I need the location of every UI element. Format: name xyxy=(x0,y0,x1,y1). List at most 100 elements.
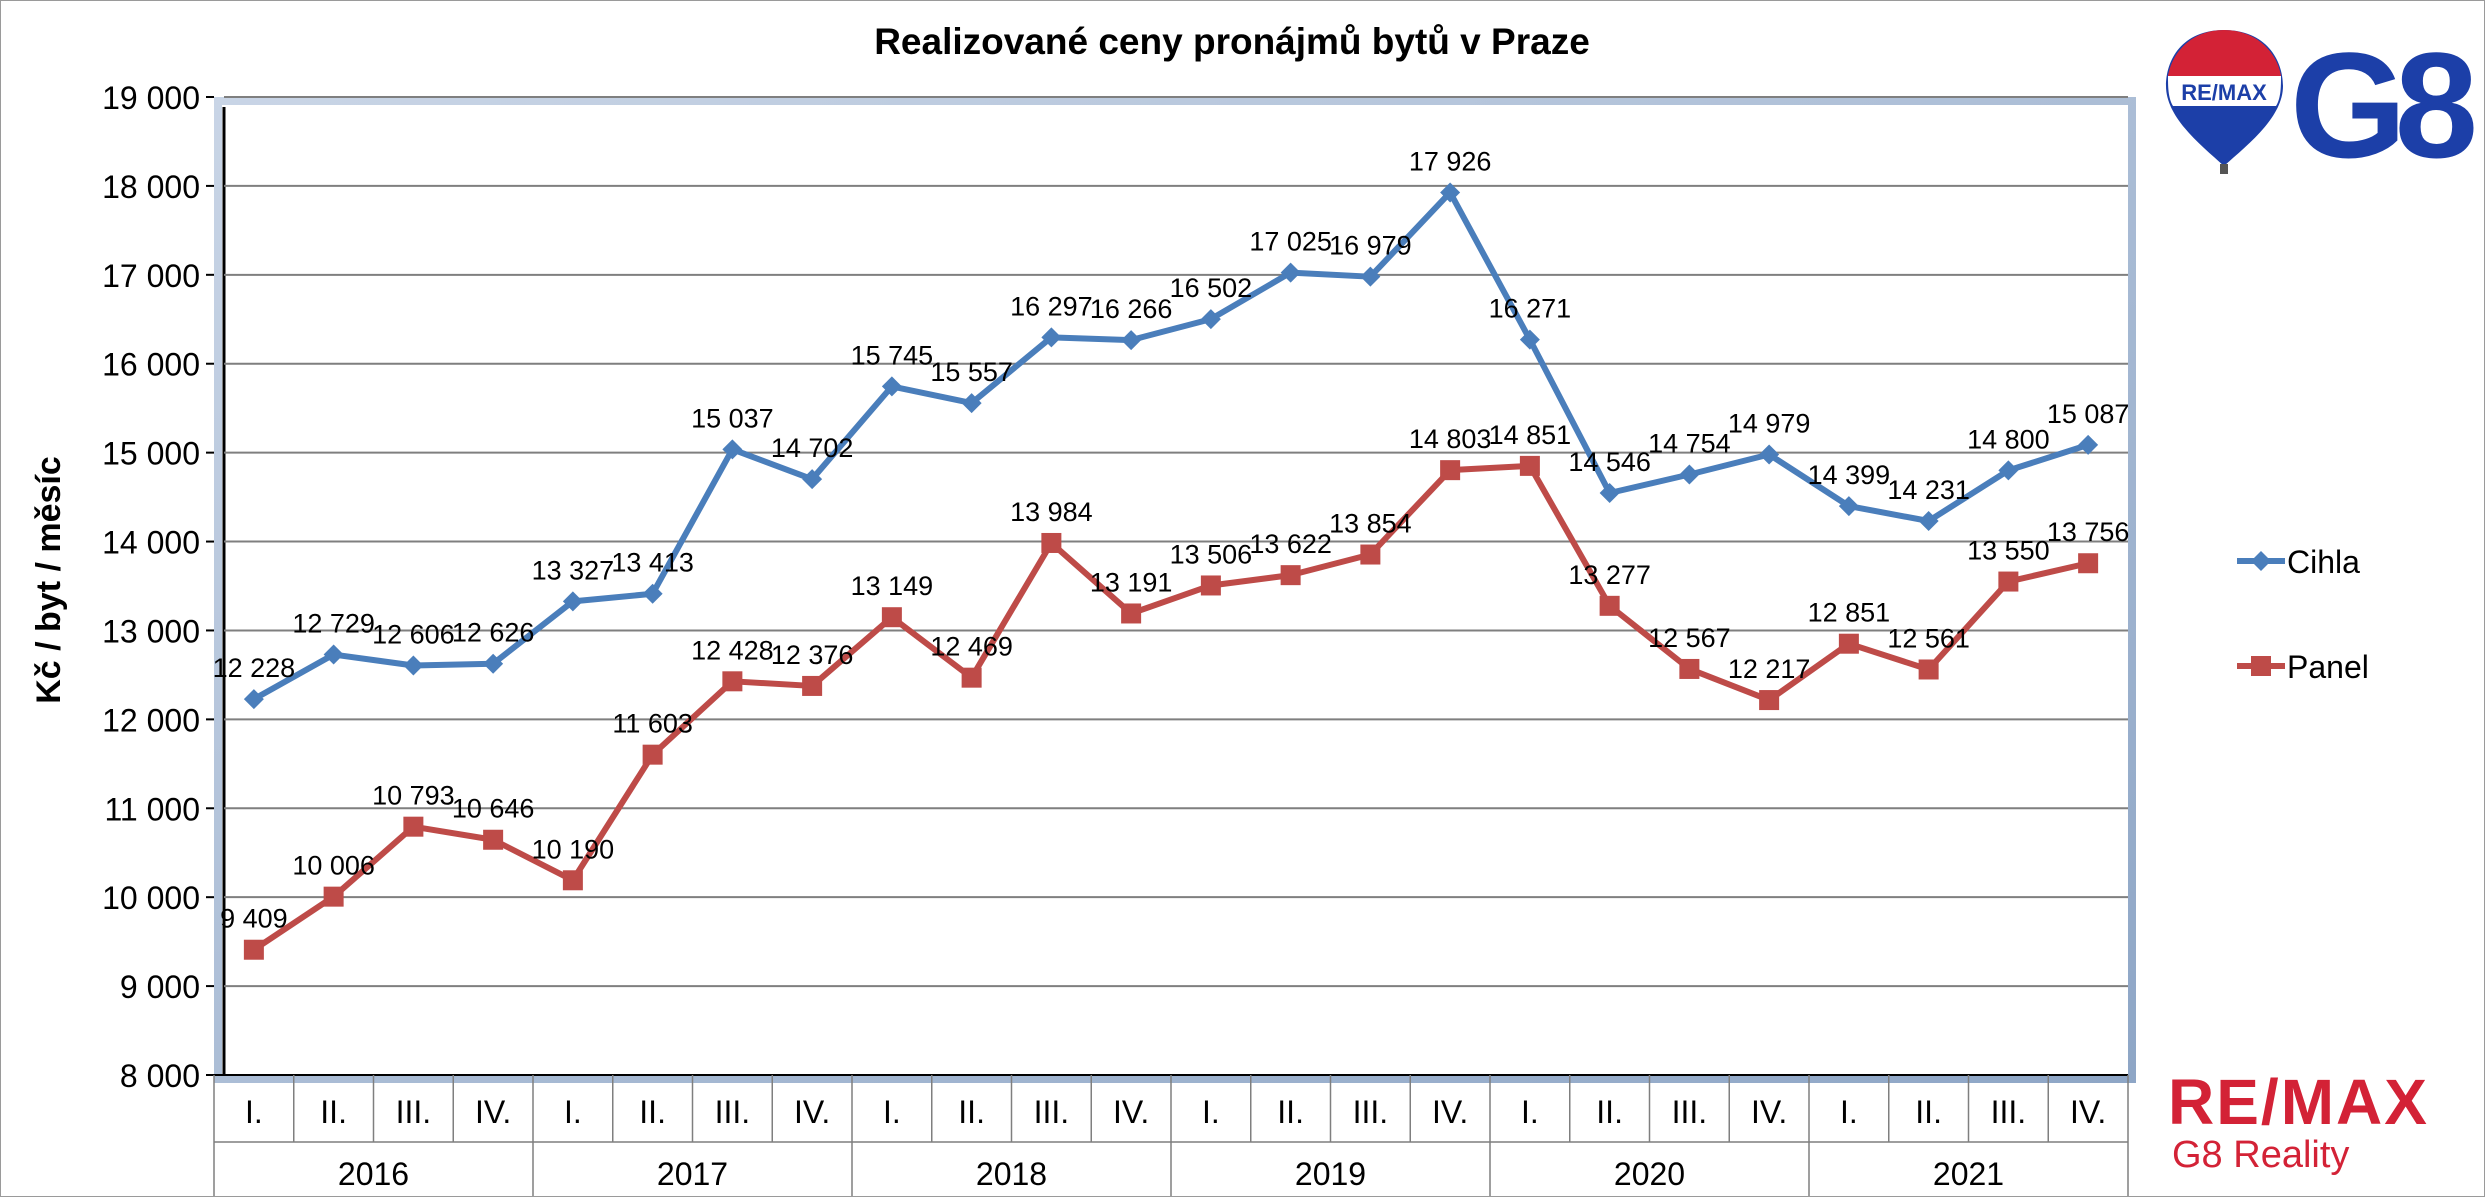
data-label-panel: 13 277 xyxy=(1568,560,1651,590)
marker-cihla xyxy=(1599,483,1620,504)
marker-cihla xyxy=(2078,434,2099,455)
y-tick-label: 17 000 xyxy=(102,258,200,294)
marker-panel xyxy=(1360,544,1381,565)
marker-panel xyxy=(243,939,264,960)
quarter-label: I. xyxy=(883,1094,901,1130)
remax-balloon-logo: RE/MAX xyxy=(2166,30,2283,174)
data-label-panel: 10 006 xyxy=(292,851,375,881)
y-tick-label: 11 000 xyxy=(105,791,201,827)
marker-cihla xyxy=(1121,330,1142,351)
marker-panel xyxy=(642,744,663,765)
marker-panel xyxy=(562,870,583,891)
data-label-panel: 10 646 xyxy=(452,794,535,824)
legend-marker-panel xyxy=(2251,656,2271,676)
marker-cihla xyxy=(323,644,344,665)
marker-cihla xyxy=(881,376,902,397)
marker-cihla xyxy=(562,591,583,612)
marker-panel xyxy=(881,607,902,628)
quarter-label: IV. xyxy=(1113,1094,1149,1130)
quarter-label: III. xyxy=(1353,1094,1389,1130)
marker-cihla xyxy=(483,653,504,674)
y-tick-label: 15 000 xyxy=(102,436,200,472)
y-tick-label: 19 000 xyxy=(102,80,200,116)
data-label-cihla: 14 399 xyxy=(1808,460,1891,490)
y-tick-label: 10 000 xyxy=(102,880,200,916)
marker-panel xyxy=(483,829,504,850)
quarter-label: II. xyxy=(320,1094,347,1130)
year-label: 2021 xyxy=(1933,1156,2004,1192)
data-label-cihla: 14 231 xyxy=(1887,475,1970,505)
data-label-panel: 13 149 xyxy=(851,571,934,601)
data-label-cihla: 17 025 xyxy=(1249,227,1332,257)
marker-cihla xyxy=(961,393,982,414)
marker-cihla xyxy=(1679,464,1700,485)
series-line-cihla xyxy=(252,189,2090,702)
y-tick-label: 8 000 xyxy=(120,1058,200,1094)
data-label-panel: 10 793 xyxy=(372,781,455,811)
quarter-label: III. xyxy=(396,1094,432,1130)
data-label-panel: 13 622 xyxy=(1249,529,1332,559)
marker-panel xyxy=(1679,658,1700,679)
quarter-label: III. xyxy=(1672,1094,1708,1130)
quarter-label: I. xyxy=(1202,1094,1220,1130)
quarter-label: III. xyxy=(1991,1094,2027,1130)
data-label-cihla: 12 626 xyxy=(452,618,535,648)
year-label: 2017 xyxy=(657,1156,728,1192)
data-label-panel: 12 567 xyxy=(1648,623,1731,653)
data-label-cihla: 16 271 xyxy=(1489,294,1572,324)
data-label-cihla: 16 297 xyxy=(1010,291,1093,321)
plot-background xyxy=(222,105,2128,1075)
data-label-panel: 12 217 xyxy=(1728,654,1811,684)
quarter-label: II. xyxy=(958,1094,985,1130)
data-label-panel: 12 376 xyxy=(771,640,854,670)
remax-logo: RE/MAX xyxy=(2168,1066,2429,1138)
marker-cihla xyxy=(1519,329,1540,350)
marker-cihla xyxy=(243,689,264,710)
marker-panel xyxy=(1121,603,1142,624)
legend-marker-cihla xyxy=(2251,551,2271,571)
legend-label-cihla: Cihla xyxy=(2287,544,2360,580)
data-label-cihla: 16 979 xyxy=(1329,231,1412,261)
marker-panel xyxy=(802,675,823,696)
quarter-label: IV. xyxy=(794,1094,830,1130)
data-label-panel: 13 756 xyxy=(2047,517,2130,547)
balloon-text: RE/MAX xyxy=(2181,80,2267,105)
marker-cihla xyxy=(1838,496,1859,517)
data-label-cihla: 15 557 xyxy=(930,357,1013,387)
data-label-cihla: 15 087 xyxy=(2047,399,2130,429)
marker-panel xyxy=(1041,532,1062,553)
marker-cihla xyxy=(403,655,424,676)
quarter-label: III. xyxy=(715,1094,751,1130)
data-label-panel: 12 428 xyxy=(691,635,774,665)
quarter-label: IV. xyxy=(1432,1094,1468,1130)
gridlines xyxy=(224,96,2128,988)
quarter-label: IV. xyxy=(475,1094,511,1130)
year-label: 2019 xyxy=(1295,1156,1366,1192)
marker-panel xyxy=(1759,690,1780,711)
series-line-panel xyxy=(252,462,2089,953)
data-label-cihla: 14 800 xyxy=(1967,424,2050,454)
series-markers xyxy=(243,182,2099,960)
data-label-panel: 13 854 xyxy=(1329,509,1412,539)
data-label-cihla: 13 327 xyxy=(532,555,615,585)
y-tick-label: 12 000 xyxy=(102,702,200,738)
data-label-cihla: 16 266 xyxy=(1090,294,1173,324)
y-tick-label: 14 000 xyxy=(102,525,200,561)
series-lines xyxy=(252,189,2090,953)
year-label: 2018 xyxy=(976,1156,1047,1192)
y-tick-label: 16 000 xyxy=(102,347,200,383)
quarter-label: II. xyxy=(1277,1094,1304,1130)
marker-cihla xyxy=(642,583,663,604)
data-label-panel: 14 803 xyxy=(1409,424,1492,454)
legend: Cihla Panel xyxy=(2237,544,2369,685)
data-label-cihla: 13 413 xyxy=(611,548,694,578)
x-axis: I. II. III. IV. I. II. III. IV. I. II. III. IV. I. II… xyxy=(213,1074,2129,1196)
marker-cihla xyxy=(802,469,823,490)
marker-cihla xyxy=(722,439,743,460)
data-label-cihla: 12 228 xyxy=(213,653,296,683)
quarter-label: II. xyxy=(1596,1094,1623,1130)
marker-cihla xyxy=(1998,460,2019,481)
marker-cihla xyxy=(1280,262,1301,283)
data-label-panel: 13 506 xyxy=(1170,539,1253,569)
data-label-cihla: 14 979 xyxy=(1728,409,1811,439)
